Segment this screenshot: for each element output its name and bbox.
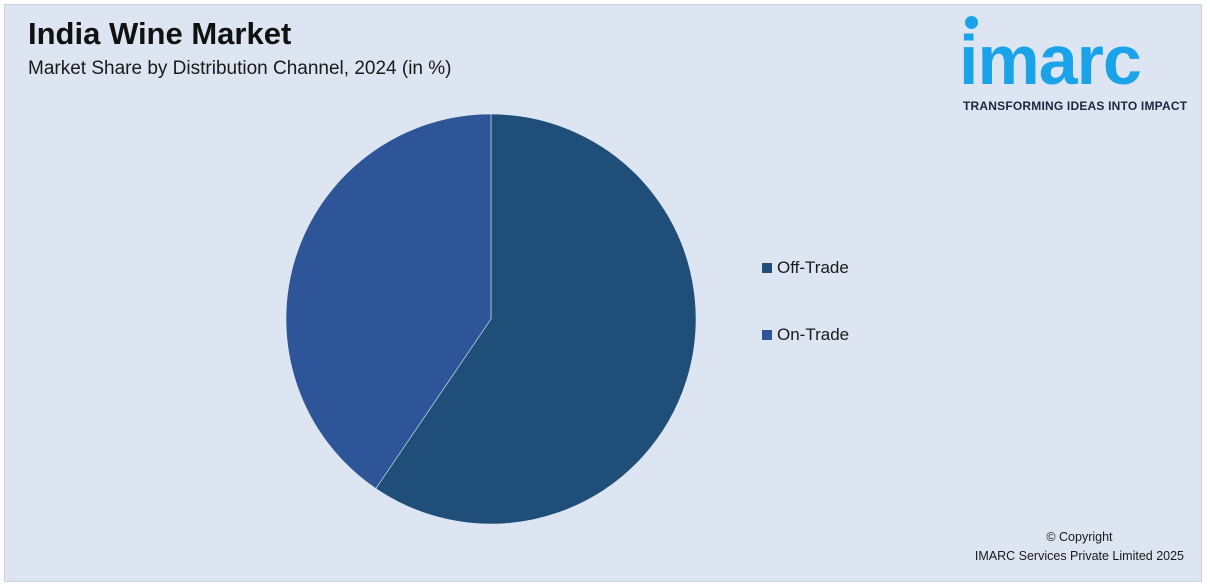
pie-slice-off-trade bbox=[375, 113, 697, 525]
legend-label-off-trade: Off-Trade bbox=[777, 258, 849, 277]
legend-item-off-trade: Off-Trade bbox=[762, 256, 849, 280]
logo-tagline: TRANSFORMING IDEAS INTO IMPACT bbox=[963, 99, 1188, 113]
copyright-notice: © Copyright IMARC Services Private Limit… bbox=[975, 528, 1184, 566]
legend-label-on-trade: On-Trade bbox=[777, 325, 850, 344]
logo-wordmark: imarc bbox=[959, 21, 1142, 99]
chart-subtitle: Market Share by Distribution Channel, 20… bbox=[28, 58, 452, 79]
chart-legend: Off-Trade On-Trade bbox=[762, 256, 849, 390]
copyright-line-2: IMARC Services Private Limited 2025 bbox=[974, 549, 1184, 563]
chart-title: India Wine Market bbox=[28, 16, 292, 51]
legend-item-on-trade: On-Trade bbox=[762, 323, 849, 347]
imarc-logo: imarc TRANSFORMING IDEAS INTO IMPACT bbox=[955, 12, 1191, 118]
pie-slice-on-trade bbox=[285, 113, 492, 489]
legend-swatch-on-trade bbox=[762, 330, 772, 340]
copyright-line-1: © Copyright bbox=[1046, 530, 1113, 544]
legend-swatch-off-trade bbox=[762, 263, 772, 273]
logo-dot-icon bbox=[965, 16, 978, 29]
